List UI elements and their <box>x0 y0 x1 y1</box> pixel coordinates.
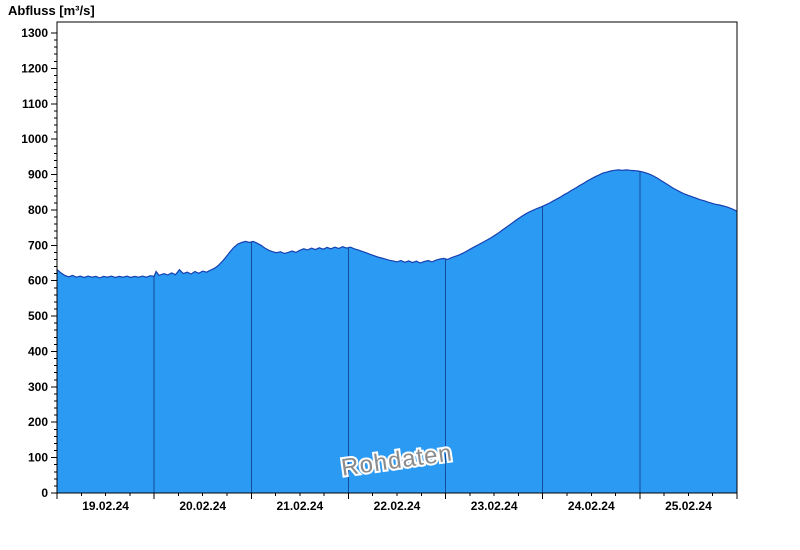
x-tick-label: 23.02.24 <box>471 499 518 513</box>
x-tick-label: 24.02.24 <box>568 499 615 513</box>
y-tick-label: 700 <box>28 238 48 252</box>
y-tick-label: 0 <box>41 486 48 500</box>
x-tick-label: 22.02.24 <box>374 499 421 513</box>
y-tick-label: 1100 <box>22 97 48 111</box>
y-tick-label: 500 <box>28 309 48 323</box>
y-tick-label: 900 <box>28 168 48 182</box>
y-tick-label: 300 <box>28 380 48 394</box>
x-tick-label: 20.02.24 <box>179 499 226 513</box>
x-tick-label: 25.02.24 <box>665 499 712 513</box>
y-tick-label: 400 <box>28 344 48 358</box>
y-tick-label: 100 <box>28 451 48 465</box>
y-tick-label: 800 <box>28 203 48 217</box>
y-tick-label: 1200 <box>21 61 48 75</box>
x-tick-label: 19.02.24 <box>82 499 129 513</box>
y-tick-label: 1300 <box>21 26 48 40</box>
discharge-area <box>57 169 737 493</box>
y-tick-label: 200 <box>28 415 48 429</box>
y-tick-label: 600 <box>28 274 48 288</box>
chart-title: Abfluss [m³/s] <box>8 3 95 18</box>
y-tick-label: 1000 <box>21 132 48 146</box>
x-tick-label: 21.02.24 <box>276 499 323 513</box>
discharge-line <box>56 169 738 279</box>
